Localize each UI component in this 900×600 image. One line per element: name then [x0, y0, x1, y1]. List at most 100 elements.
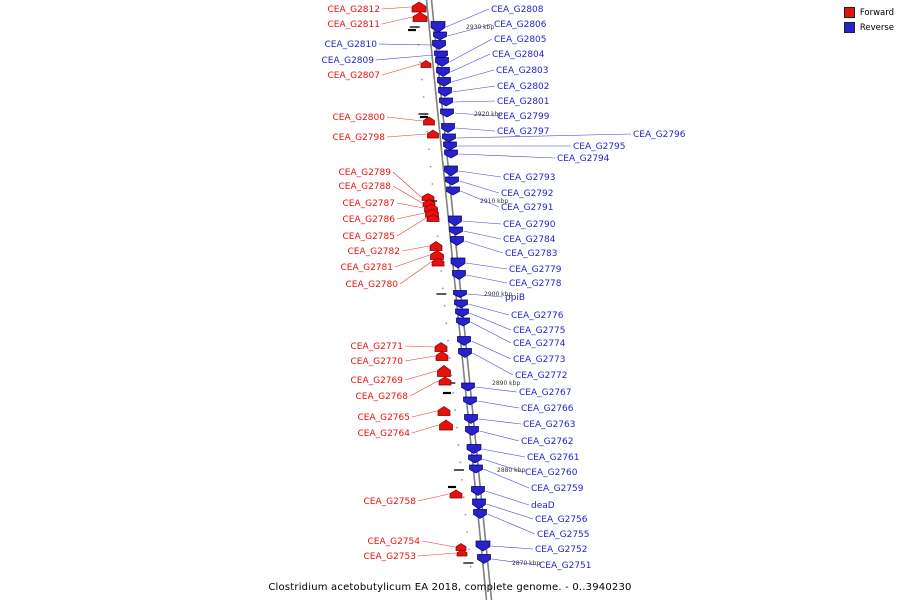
- gene-glyph[interactable]: [448, 215, 462, 227]
- gene-label[interactable]: CEA_G2763: [523, 420, 576, 430]
- gene-glyph[interactable]: [444, 165, 458, 177]
- gene-glyph[interactable]: [443, 141, 457, 151]
- gene-label[interactable]: CEA_G2753: [363, 552, 416, 562]
- gene-glyph[interactable]: [472, 498, 486, 510]
- gene-glyph[interactable]: [455, 308, 469, 318]
- gene-glyph[interactable]: [452, 270, 466, 280]
- gene-glyph[interactable]: [411, 1, 427, 13]
- gene-glyph[interactable]: [412, 12, 428, 22]
- gene-label[interactable]: CEA_G2780: [345, 280, 398, 290]
- gene-label[interactable]: CEA_G2754: [367, 537, 420, 547]
- gene-label[interactable]: CEA_G2764: [357, 429, 410, 439]
- gene-glyph[interactable]: [450, 257, 466, 269]
- gene-label[interactable]: CEA_G2766: [521, 404, 574, 414]
- gene-label[interactable]: CEA_G2782: [347, 247, 400, 257]
- gene-label[interactable]: CEA_G2759: [531, 484, 584, 494]
- gene-glyph[interactable]: [455, 543, 467, 551]
- gene-label[interactable]: CEA_G2758: [363, 497, 416, 507]
- gene-label[interactable]: CEA_G2771: [350, 342, 403, 352]
- gene-label[interactable]: CEA_G2779: [509, 265, 562, 275]
- gene-glyph[interactable]: [456, 549, 468, 557]
- gene-glyph[interactable]: [434, 342, 448, 352]
- gene-label[interactable]: CEA_G2795: [573, 142, 626, 152]
- gene-label[interactable]: CEA_G2792: [501, 189, 554, 199]
- gene-glyph[interactable]: [438, 376, 452, 386]
- gene-label[interactable]: ppiB: [505, 293, 525, 303]
- gene-glyph[interactable]: [421, 193, 435, 201]
- gene-label[interactable]: CEA_G2756: [535, 515, 588, 525]
- gene-glyph[interactable]: [445, 176, 459, 186]
- gene-label[interactable]: CEA_G2772: [515, 371, 568, 381]
- gene-label[interactable]: deaD: [531, 501, 555, 511]
- gene-glyph[interactable]: [466, 444, 482, 454]
- gene-glyph[interactable]: [441, 123, 455, 133]
- gene-label[interactable]: CEA_G2807: [327, 71, 380, 81]
- gene-glyph[interactable]: [429, 241, 443, 251]
- gene-glyph[interactable]: [433, 31, 447, 41]
- gene-label[interactable]: CEA_G2794: [557, 154, 610, 164]
- gene-label[interactable]: CEA_G2770: [350, 357, 403, 367]
- gene-label[interactable]: CEA_G2755: [537, 530, 590, 540]
- gene-glyph[interactable]: [471, 486, 485, 496]
- gene-label[interactable]: CEA_G2765: [357, 413, 410, 423]
- gene-glyph[interactable]: [438, 87, 452, 97]
- gene-label[interactable]: CEA_G2786: [342, 215, 395, 225]
- gene-label[interactable]: CEA_G2788: [338, 182, 391, 192]
- gene-label[interactable]: CEA_G2790: [503, 220, 556, 230]
- gene-glyph[interactable]: [435, 57, 449, 67]
- gene-glyph[interactable]: [449, 489, 463, 499]
- gene-label[interactable]: CEA_G2793: [503, 173, 556, 183]
- gene-glyph[interactable]: [473, 509, 487, 519]
- gene-glyph[interactable]: [456, 317, 470, 327]
- gene-glyph[interactable]: [453, 290, 467, 298]
- gene-glyph[interactable]: [420, 60, 432, 68]
- gene-label[interactable]: CEA_G2785: [342, 232, 395, 242]
- gene-glyph[interactable]: [449, 226, 463, 236]
- gene-label[interactable]: CEA_G2751: [539, 561, 592, 571]
- gene-label[interactable]: CEA_G2775: [513, 326, 566, 336]
- gene-glyph[interactable]: [427, 129, 439, 139]
- gene-glyph[interactable]: [469, 464, 483, 474]
- gene-label[interactable]: CEA_G2798: [332, 133, 385, 143]
- gene-label[interactable]: CEA_G2784: [503, 235, 556, 245]
- gene-label[interactable]: CEA_G2783: [505, 249, 558, 259]
- gene-glyph[interactable]: [437, 77, 451, 87]
- gene-label[interactable]: CEA_G2760: [525, 468, 578, 478]
- gene-label[interactable]: CEA_G2800: [332, 113, 385, 123]
- gene-label[interactable]: CEA_G2809: [321, 56, 374, 66]
- gene-label[interactable]: CEA_G2804: [492, 50, 545, 60]
- gene-label[interactable]: CEA_G2791: [501, 203, 554, 213]
- gene-label[interactable]: CEA_G2761: [527, 453, 580, 463]
- gene-label[interactable]: CEA_G2810: [324, 40, 377, 50]
- gene-label[interactable]: CEA_G2805: [494, 35, 547, 45]
- gene-glyph[interactable]: [437, 365, 451, 377]
- gene-glyph[interactable]: [430, 21, 446, 33]
- gene-glyph[interactable]: [477, 554, 491, 564]
- gene-label[interactable]: CEA_G2768: [355, 392, 408, 402]
- gene-label[interactable]: CEA_G2781: [340, 263, 393, 273]
- gene-label[interactable]: CEA_G2808: [491, 5, 544, 15]
- gene-label[interactable]: CEA_G2811: [327, 20, 380, 30]
- gene-label[interactable]: CEA_G2806: [494, 20, 547, 30]
- gene-label[interactable]: CEA_G2769: [350, 376, 403, 386]
- gene-glyph[interactable]: [454, 299, 468, 309]
- gene-glyph[interactable]: [446, 186, 460, 196]
- gene-label[interactable]: CEA_G2803: [496, 66, 549, 76]
- gene-glyph[interactable]: [457, 336, 471, 346]
- gene-glyph[interactable]: [431, 257, 445, 267]
- gene-glyph[interactable]: [436, 67, 450, 77]
- gene-label[interactable]: CEA_G2796: [633, 130, 686, 140]
- gene-label[interactable]: CEA_G2767: [519, 388, 572, 398]
- gene-glyph[interactable]: [437, 406, 451, 416]
- gene-glyph[interactable]: [450, 236, 464, 246]
- gene-glyph[interactable]: [463, 396, 477, 406]
- gene-label[interactable]: CEA_G2774: [513, 339, 566, 349]
- gene-label[interactable]: CEA_G2773: [513, 355, 566, 365]
- gene-glyph[interactable]: [461, 382, 475, 392]
- gene-label[interactable]: CEA_G2778: [509, 279, 562, 289]
- gene-glyph[interactable]: [439, 97, 453, 107]
- gene-label[interactable]: CEA_G2789: [338, 168, 391, 178]
- gene-label[interactable]: CEA_G2776: [511, 311, 564, 321]
- gene-label[interactable]: CEA_G2787: [342, 199, 395, 209]
- gene-label[interactable]: CEA_G2752: [535, 545, 588, 555]
